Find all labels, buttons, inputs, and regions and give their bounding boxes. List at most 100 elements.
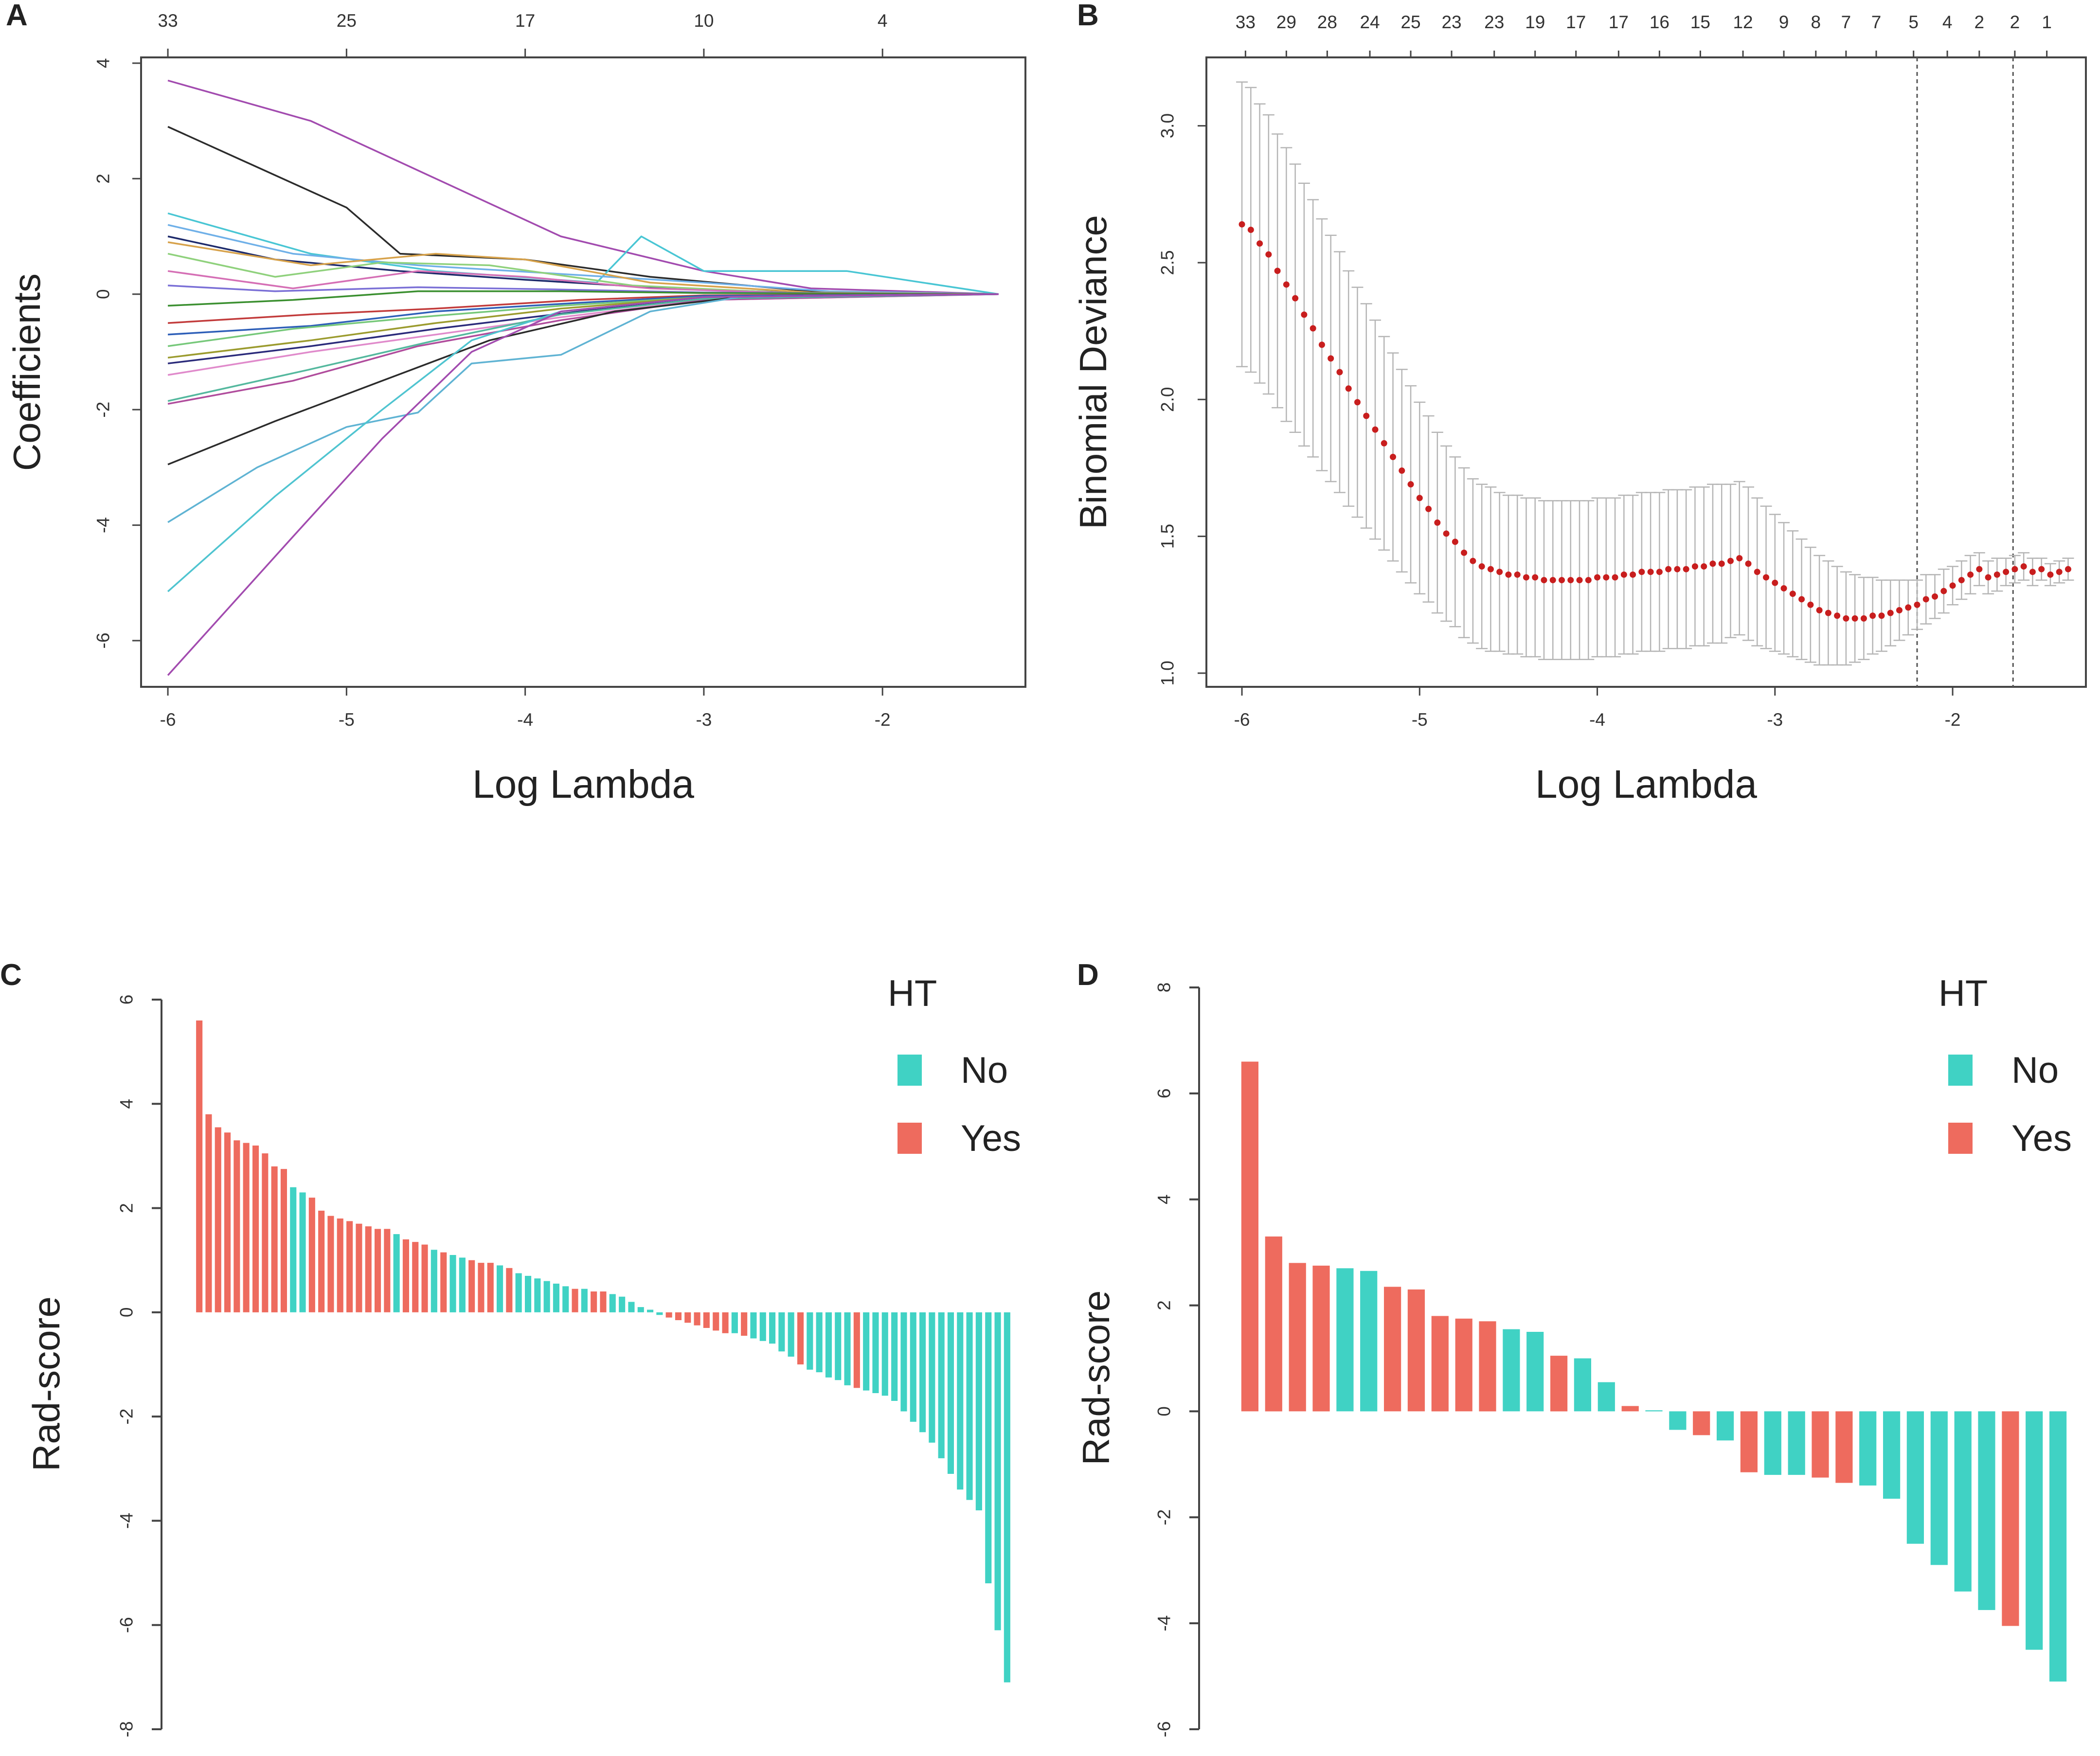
y-tick-label: 2 [93, 174, 113, 184]
y-axis-label: Binomial Deviance [1072, 215, 1114, 529]
y-tick-label: 6 [117, 995, 137, 1005]
x-tick-label: -6 [1234, 710, 1250, 730]
rad-score-bar [534, 1278, 541, 1312]
deviance-point [1549, 577, 1556, 584]
rad-score-bar [675, 1312, 682, 1320]
top-axis-label: 4 [1942, 12, 1953, 32]
deviance-point [1345, 385, 1352, 392]
top-axis-label: 25 [337, 11, 357, 31]
deviance-point [1727, 557, 1734, 564]
top-axis-label: 17 [1609, 12, 1629, 32]
rad-score-bar [299, 1192, 306, 1312]
deviance-point [1718, 560, 1725, 567]
rad-score-bar [853, 1312, 860, 1388]
deviance-point [1851, 615, 1858, 622]
x-axis-label: Log Lambda [472, 762, 694, 806]
rad-score-bar [966, 1312, 973, 1500]
deviance-point [1461, 549, 1468, 556]
deviance-point [1691, 563, 1698, 570]
rad-score-bar [1407, 1289, 1425, 1412]
rad-score-bar [994, 1312, 1001, 1631]
deviance-point [1470, 557, 1476, 564]
top-axis-label: 17 [515, 11, 535, 31]
coefficient-path [168, 290, 999, 307]
deviance-point [2029, 569, 2036, 575]
top-axis-label: 7 [1871, 12, 1882, 32]
y-axis-label: Rad-score [1075, 1290, 1117, 1466]
rad-score-bar [910, 1312, 916, 1422]
rad-score-bar [356, 1223, 362, 1312]
y-tick-label: -4 [93, 517, 113, 533]
rad-score-bar [816, 1312, 823, 1373]
deviance-point [1443, 530, 1450, 537]
panel-letter-b: B [1077, 0, 1099, 32]
deviance-point [1647, 569, 1654, 575]
rad-score-bar [1574, 1358, 1591, 1412]
rad-score-bar [205, 1114, 212, 1312]
y-tick-label: 2 [117, 1203, 137, 1213]
legend-label-no: No [961, 1050, 1008, 1091]
x-tick-label: -5 [339, 710, 355, 730]
rad-score-bar [947, 1312, 954, 1474]
coefficient-path [167, 293, 999, 592]
y-tick-label: -2 [93, 402, 113, 418]
deviance-point [1310, 325, 1316, 332]
x-tick-label: -6 [160, 710, 176, 730]
deviance-point [1745, 560, 1752, 567]
y-tick-label: -2 [1154, 1509, 1174, 1525]
y-tick-label: -6 [1154, 1721, 1174, 1738]
deviance-point [1559, 577, 1565, 584]
rad-score-bar [825, 1312, 832, 1378]
rad-score-bar [233, 1140, 240, 1312]
rad-score-bar [769, 1312, 776, 1344]
deviance-point [1238, 221, 1245, 228]
y-tick-label: 3.0 [1158, 113, 1178, 138]
deviance-point [1754, 569, 1760, 575]
rad-score-bar [863, 1312, 870, 1391]
rad-score-bar [665, 1312, 672, 1318]
deviance-point [1789, 591, 1796, 597]
top-axis-label: 2 [2010, 12, 2020, 32]
x-tick-label: -2 [1945, 710, 1961, 730]
deviance-point [1922, 596, 1929, 603]
deviance-point [1292, 295, 1299, 302]
deviance-point [1256, 240, 1263, 247]
deviance-point [1780, 585, 1787, 591]
rad-score-bar [553, 1283, 559, 1312]
rad-score-bar [985, 1312, 992, 1583]
deviance-point [2064, 566, 2071, 573]
top-axis-label: 7 [1841, 12, 1851, 32]
rad-score-bar [1717, 1411, 1734, 1441]
rad-score-bar [440, 1252, 447, 1312]
deviance-point [1816, 607, 1823, 613]
rad-score-bar [327, 1216, 334, 1312]
rad-score-bar [835, 1312, 842, 1380]
legend-swatch-no [897, 1055, 922, 1086]
rad-score-bar [196, 1020, 203, 1312]
panel-letter-d: D [1077, 958, 1099, 992]
rad-score-bar [881, 1312, 888, 1396]
top-axis-label: 16 [1650, 12, 1669, 32]
legend-swatch-yes [1948, 1123, 1973, 1154]
rad-score-bar [750, 1312, 757, 1339]
deviance-point [1354, 399, 1361, 406]
top-axis-label: 23 [1484, 12, 1504, 32]
deviance-point [2003, 569, 2010, 575]
coefficient-path [167, 79, 999, 295]
rad-score-bar [572, 1289, 578, 1312]
y-tick-label: -6 [117, 1617, 137, 1633]
legend-swatch-yes [897, 1123, 922, 1154]
legend-label-yes: Yes [961, 1118, 1021, 1159]
rad-score-bar [628, 1302, 635, 1312]
rad-score-bar [759, 1312, 766, 1341]
y-tick-label: 1.0 [1158, 661, 1178, 685]
x-tick-label: -5 [1412, 710, 1428, 730]
deviance-point [2047, 571, 2054, 578]
top-axis-label: 2 [1974, 12, 1985, 32]
coefficient-path [167, 293, 999, 402]
top-axis-label: 4 [878, 11, 888, 31]
deviance-point [2038, 566, 2045, 573]
deviance-point [1869, 612, 1876, 619]
panel-b-cross-validation: B-6 -5 -4 -3 -21.01.52.02.53.033 29 28 24 25 23 23… [1072, 0, 2087, 806]
rad-score-bar [449, 1255, 456, 1312]
